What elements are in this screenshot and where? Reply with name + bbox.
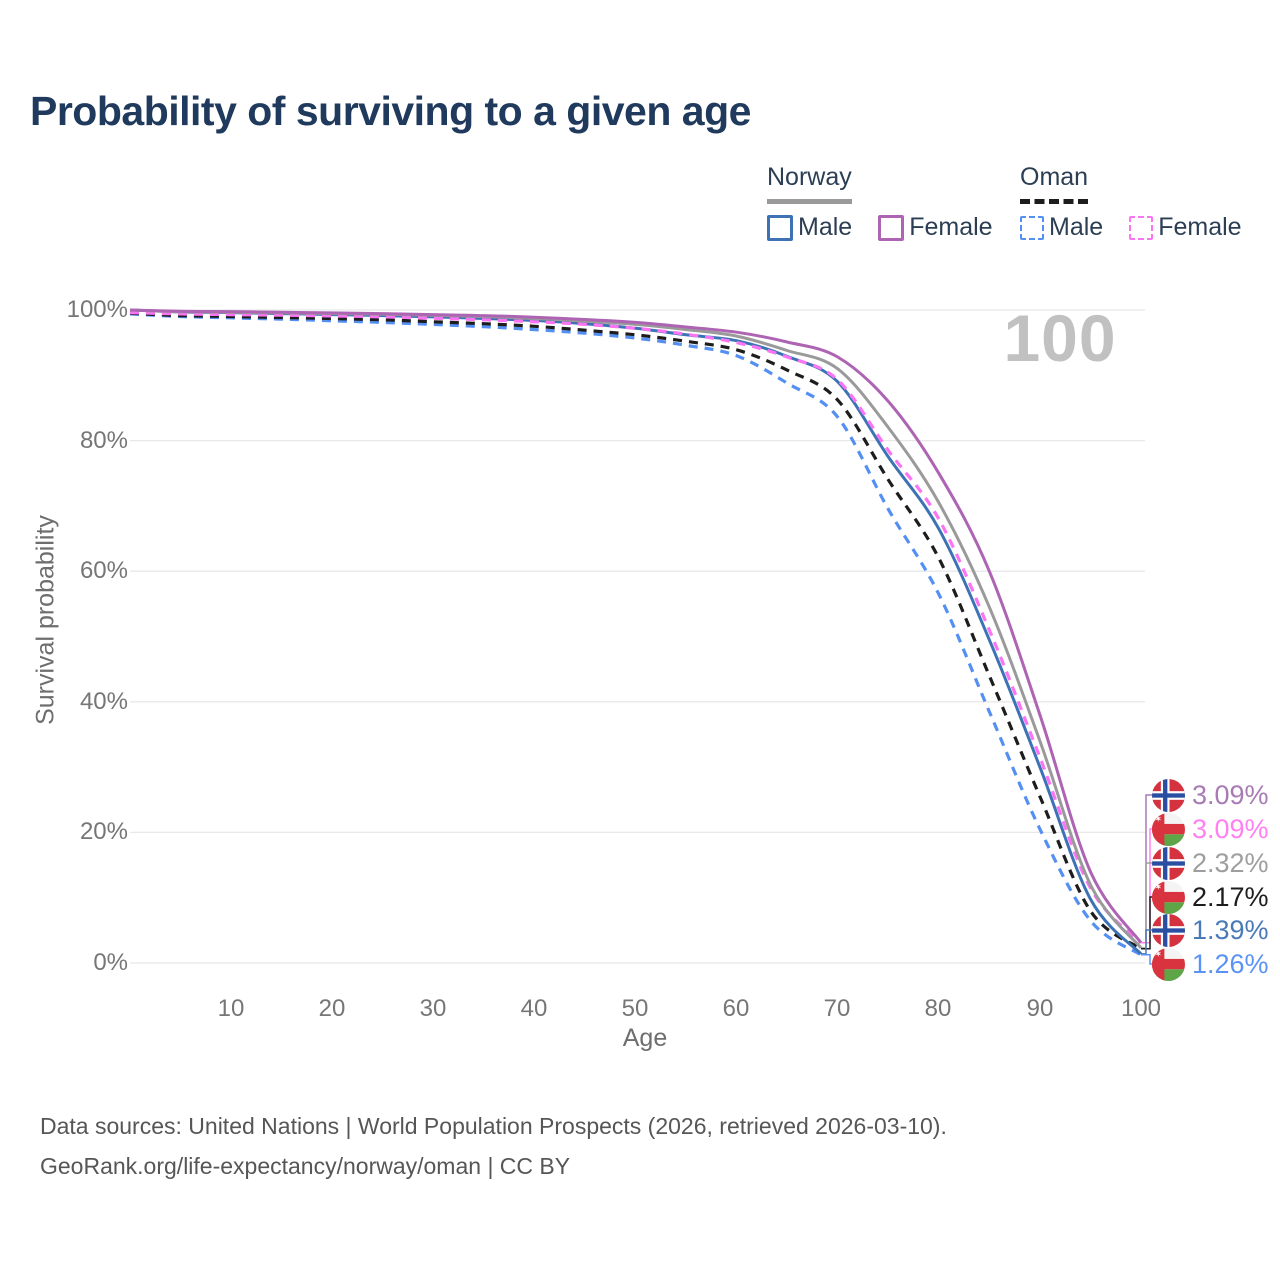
end-value: 3.09%	[1192, 779, 1269, 810]
legend-item-label: Female	[1158, 213, 1242, 241]
norway-female-checkbox-icon	[878, 214, 905, 241]
end-label-oman-total: ✶ 2.17%	[1152, 880, 1269, 914]
x-tick: 80	[924, 995, 952, 1022]
y-tick: 80%	[79, 427, 128, 454]
oman-male-checkbox-icon	[1020, 215, 1044, 240]
y-axis-title: Survival probability	[31, 515, 60, 725]
legend-item-label: Male	[1049, 213, 1104, 241]
svg-text:✶: ✶	[1154, 948, 1162, 958]
legend-item-label: Male	[798, 213, 853, 241]
svg-text:✶: ✶	[1154, 881, 1162, 891]
end-label-norway-total: 2.32%	[1152, 846, 1269, 880]
end-label-oman-male: ✶ 1.26%	[1152, 947, 1269, 981]
x-tick: 40	[520, 995, 548, 1022]
y-tick: 60%	[79, 557, 128, 584]
x-tick: 10	[217, 995, 245, 1022]
y-tick: 100%	[66, 296, 128, 323]
page-title: Probability of surviving to a given age	[30, 88, 751, 134]
footer: Data sources: United Nations | World Pop…	[40, 1106, 947, 1186]
legend-group-norway: Norway Male Female	[767, 163, 993, 242]
series-line-norway-female[interactable]	[129, 308, 1143, 944]
end-label-connector-norway-total	[1141, 862, 1154, 949]
x-axis-title: Age	[622, 1024, 668, 1052]
legend-item-norway-male[interactable]: Male	[767, 213, 852, 242]
oman-flag-icon: ✶	[1152, 880, 1185, 914]
end-value: 2.17%	[1192, 881, 1269, 912]
end-label-norway-female: 3.09%	[1152, 778, 1269, 812]
x-tick: 60	[722, 995, 750, 1022]
x-tick: 70	[823, 995, 851, 1022]
series-line-oman-total[interactable]	[129, 311, 1142, 951]
x-tick: 100	[1120, 995, 1162, 1022]
norway-flag-icon	[1152, 778, 1185, 812]
legend-group-oman: Oman Male Female	[1020, 163, 1242, 242]
x-tick: 20	[318, 995, 346, 1022]
norway-flag-icon	[1152, 913, 1185, 947]
data-sources-line: Data sources: United Nations | World Pop…	[40, 1113, 947, 1139]
end-value: 1.39%	[1192, 914, 1269, 945]
attribution-line: GeoRank.org/life-expectancy/norway/oman …	[40, 1153, 571, 1179]
y-tick: 20%	[79, 818, 128, 845]
legend-item-norway-female[interactable]: Female	[878, 213, 993, 242]
legend-item-label: Female	[909, 213, 993, 241]
series-line-oman-female[interactable]	[129, 311, 1143, 944]
y-tick: 40%	[79, 688, 128, 715]
legend-item-oman-female[interactable]: Female	[1129, 213, 1242, 242]
legend-item-oman-male[interactable]: Male	[1020, 213, 1103, 242]
watermark-age-100: 100	[1003, 301, 1117, 375]
end-value: 1.26%	[1192, 948, 1269, 979]
end-label-oman-female: ✶ 3.09%	[1152, 812, 1269, 846]
end-label-connector-norway-male	[1141, 929, 1154, 955]
oman-flag-icon: ✶	[1152, 812, 1185, 846]
end-value: 2.32%	[1192, 847, 1269, 878]
legend-country-norway[interactable]: Norway	[767, 163, 852, 204]
x-tick: 50	[621, 995, 649, 1022]
norway-flag-icon	[1152, 846, 1185, 880]
oman-female-checkbox-icon	[1129, 215, 1154, 240]
norway-male-checkbox-icon	[767, 214, 793, 241]
end-value: 3.09%	[1192, 813, 1269, 844]
legend-country-oman[interactable]: Oman	[1020, 163, 1089, 204]
end-label-norway-male: 1.39%	[1152, 913, 1269, 947]
series-line-oman-male[interactable]	[129, 312, 1142, 957]
svg-text:✶: ✶	[1154, 813, 1162, 823]
y-tick: 0%	[93, 949, 128, 976]
oman-flag-icon: ✶	[1152, 947, 1185, 981]
x-tick: 90	[1026, 995, 1054, 1022]
x-tick: 30	[419, 995, 447, 1022]
